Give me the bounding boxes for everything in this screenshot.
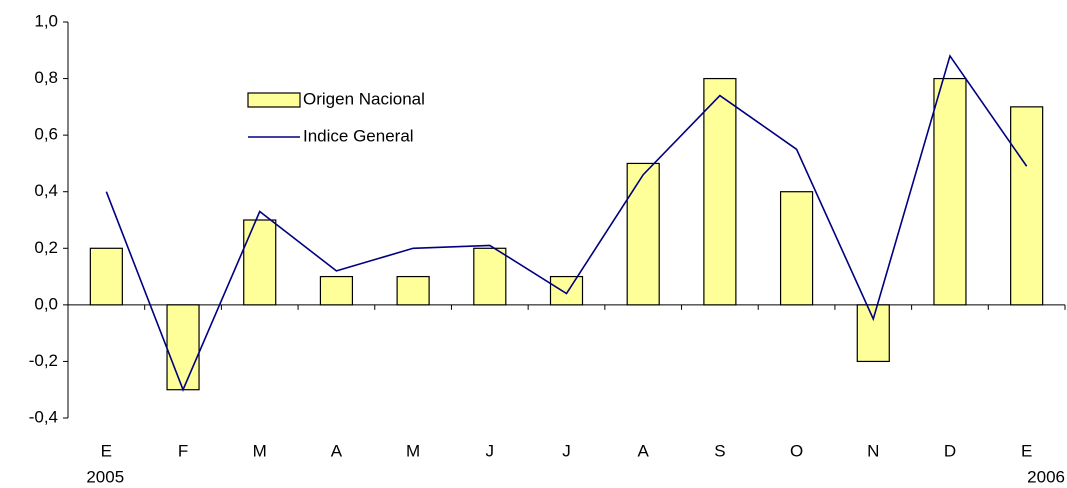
- x-tick-label: A: [331, 441, 343, 460]
- bar: [779, 191, 814, 306]
- bar: [243, 219, 277, 306]
- bar: [703, 77, 737, 306]
- legend-label: Indice General: [303, 126, 414, 145]
- x-tick-label: D: [944, 441, 956, 460]
- x-sublabel: 2005: [86, 467, 124, 486]
- bar: [396, 275, 430, 306]
- y-tick-label: 0,0: [34, 294, 58, 313]
- x-tick-label: E: [101, 441, 112, 460]
- legend-swatch: [247, 92, 301, 108]
- bar: [319, 275, 354, 306]
- x-sublabel: 2006: [1027, 467, 1065, 486]
- bar: [166, 304, 200, 391]
- x-tick-label: S: [714, 441, 725, 460]
- bar: [549, 275, 584, 306]
- legend-label: Origen Nacional: [303, 89, 425, 108]
- y-tick-label: 0,2: [34, 238, 58, 257]
- y-tick-label: 0,6: [34, 125, 58, 144]
- x-tick-label: O: [790, 441, 803, 460]
- x-tick-label: M: [406, 441, 420, 460]
- bar: [1010, 106, 1044, 306]
- line: [105, 54, 1028, 392]
- x-tick-label: A: [638, 441, 650, 460]
- y-tick-label: -0,4: [29, 407, 58, 426]
- bar: [89, 247, 123, 306]
- bar: [933, 77, 967, 306]
- y-tick-label: 0,8: [34, 68, 58, 87]
- y-tick-label: 1,0: [34, 11, 58, 30]
- x-tick-label: F: [178, 441, 188, 460]
- y-tick-label: -0,2: [29, 351, 58, 370]
- x-tick-label: M: [253, 441, 267, 460]
- x-tick-label: N: [867, 441, 879, 460]
- x-tick-label: E: [1021, 441, 1032, 460]
- x-tick-label: J: [486, 441, 495, 460]
- bar: [856, 304, 890, 363]
- y-tick-label: 0,4: [34, 181, 58, 200]
- bar: [473, 247, 507, 306]
- bar: [626, 162, 660, 306]
- x-tick-label: J: [562, 441, 571, 460]
